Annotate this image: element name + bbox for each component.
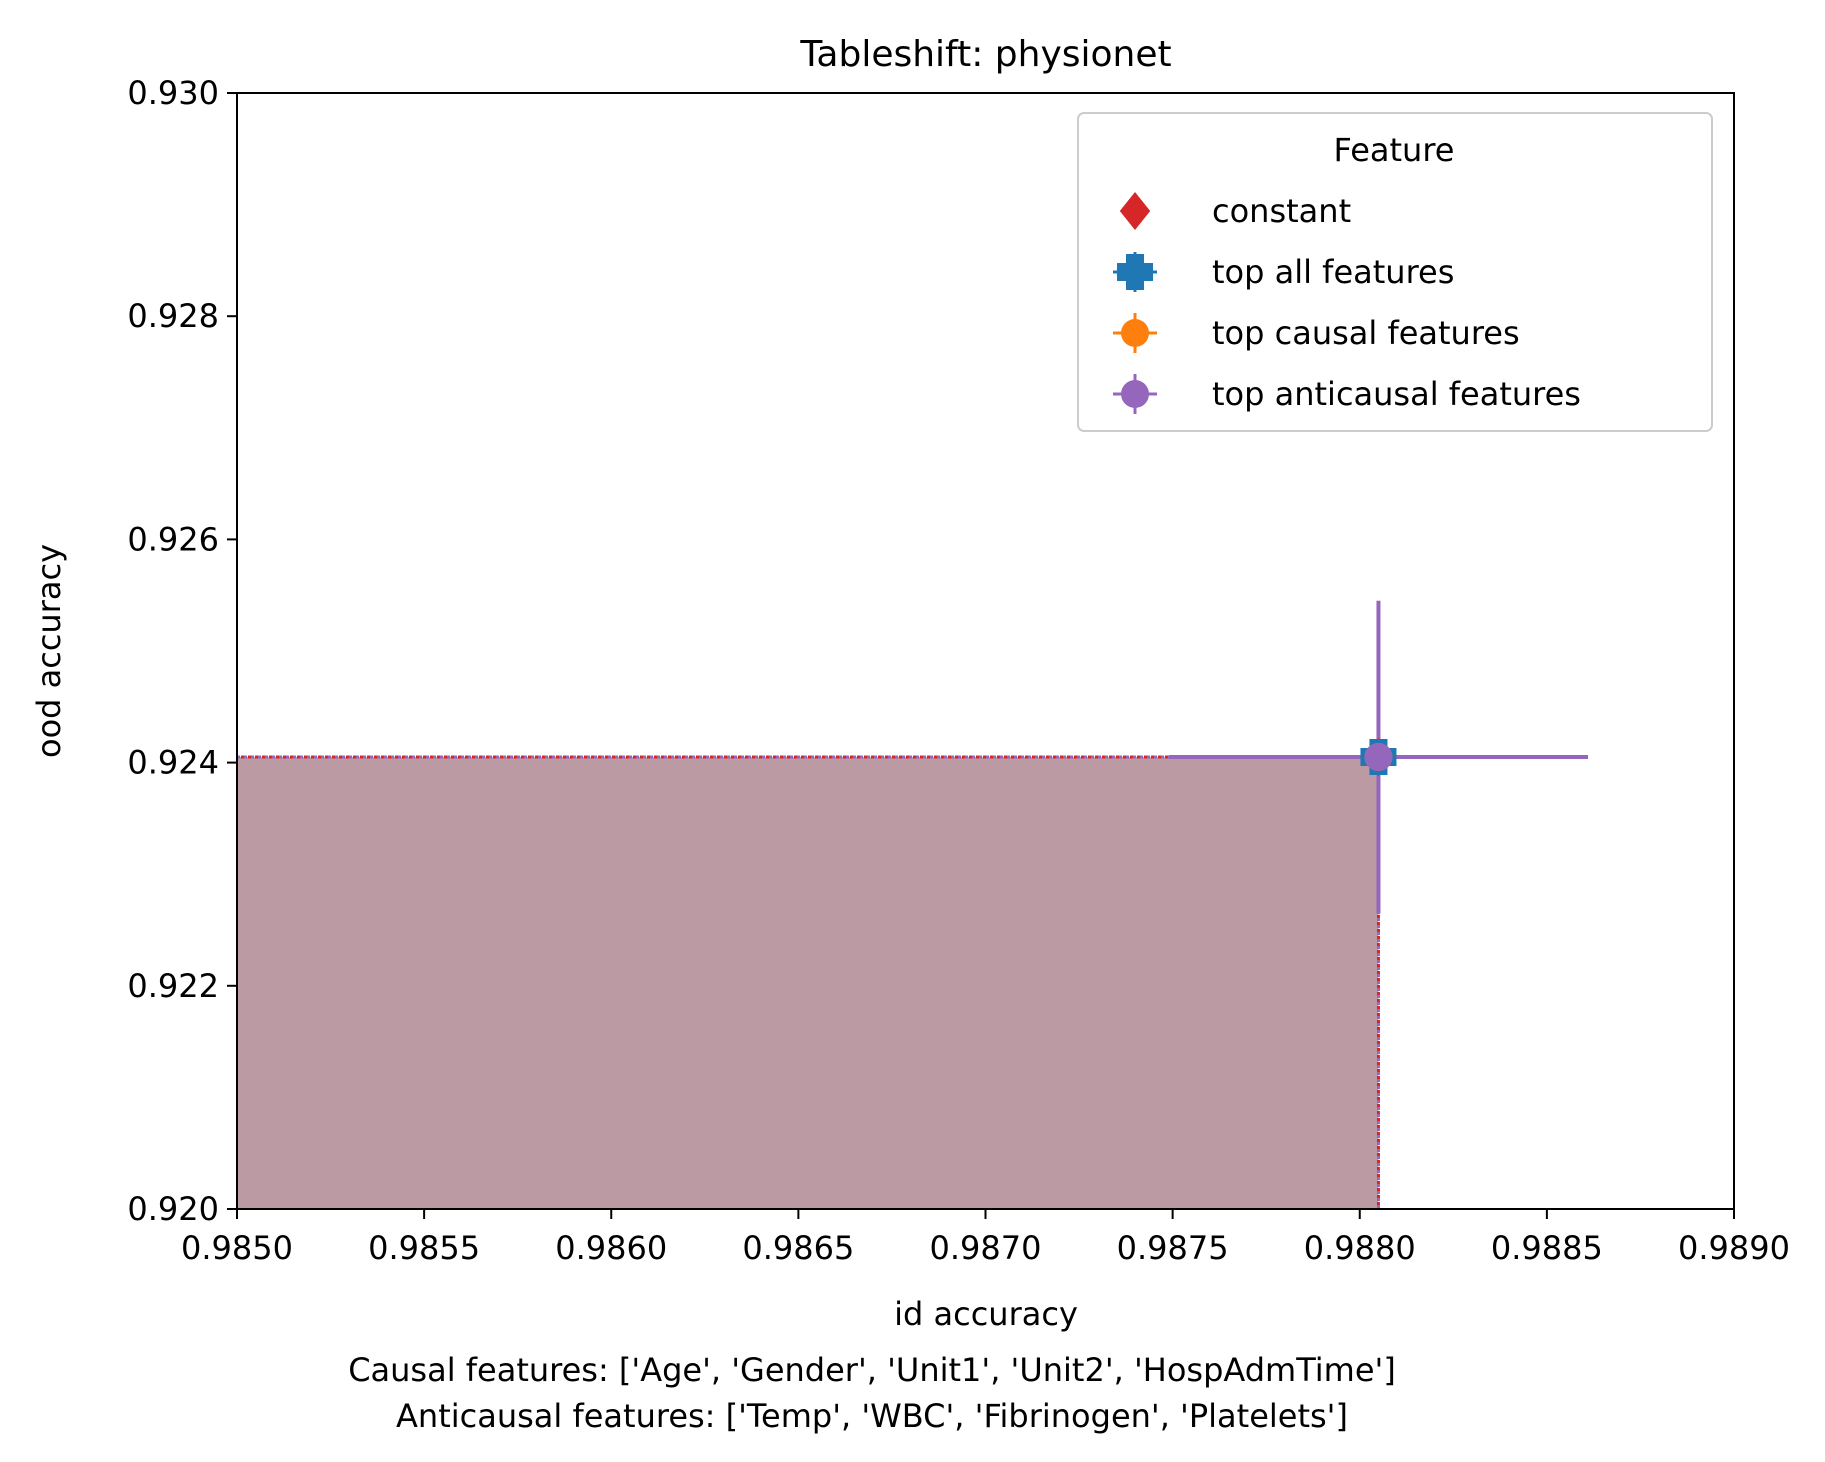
shaded-region [237, 757, 1379, 1209]
anticausal-features-note: Anticausal features: ['Temp', 'WBC', 'Fi… [396, 1397, 1348, 1435]
plot-area [237, 600, 1589, 1209]
y-axis: 0.920 0.922 0.924 0.926 0.928 0.930 [127, 74, 237, 1228]
causal-features-note: Causal features: ['Age', 'Gender', 'Unit… [348, 1351, 1396, 1389]
y-tick-label: 0.920 [127, 1190, 219, 1228]
y-tick-label: 0.930 [127, 74, 219, 112]
y-tick-label: 0.922 [127, 967, 219, 1005]
x-tick-label: 0.9865 [742, 1229, 854, 1267]
legend-label-top-all-features: top all features [1212, 253, 1454, 291]
x-tick-label: 0.9860 [555, 1229, 667, 1267]
legend-marker-top-causal-features [1121, 319, 1149, 347]
legend-marker-constant [1119, 192, 1151, 230]
x-axis-label: id accuracy [894, 1295, 1078, 1333]
y-axis-label: ood accuracy [30, 544, 68, 758]
legend-label-constant: constant [1212, 192, 1351, 230]
x-tick-label: 0.9855 [368, 1229, 480, 1267]
x-tick-label: 0.9875 [1117, 1229, 1229, 1267]
data-point-top-anticausal-features [1364, 743, 1393, 772]
y-tick-label: 0.928 [127, 297, 219, 335]
x-tick-label: 0.9885 [1491, 1229, 1603, 1267]
y-tick-label: 0.924 [127, 744, 219, 782]
x-tick-label: 0.9850 [181, 1229, 293, 1267]
x-axis: 0.9850 0.9855 0.9860 0.9865 0.9870 0.9875 0.98… [181, 1209, 1790, 1267]
legend: Feature constant top all features top caus… [1077, 112, 1713, 432]
y-tick-label: 0.926 [127, 520, 219, 558]
legend-title: Feature [1334, 131, 1455, 169]
legend-box [1077, 112, 1713, 432]
x-tick-label: 0.9870 [930, 1229, 1042, 1267]
legend-label-top-anticausal-features: top anticausal features [1212, 375, 1581, 413]
chart-title: Tableshift: physionet [799, 34, 1171, 75]
legend-marker-top-anticausal-features [1121, 380, 1149, 408]
x-tick-label: 0.9880 [1304, 1229, 1416, 1267]
legend-label-top-causal-features: top causal features [1212, 314, 1520, 352]
x-tick-label: 0.9890 [1678, 1229, 1790, 1267]
legend-marker-top-all-features [1117, 254, 1153, 290]
